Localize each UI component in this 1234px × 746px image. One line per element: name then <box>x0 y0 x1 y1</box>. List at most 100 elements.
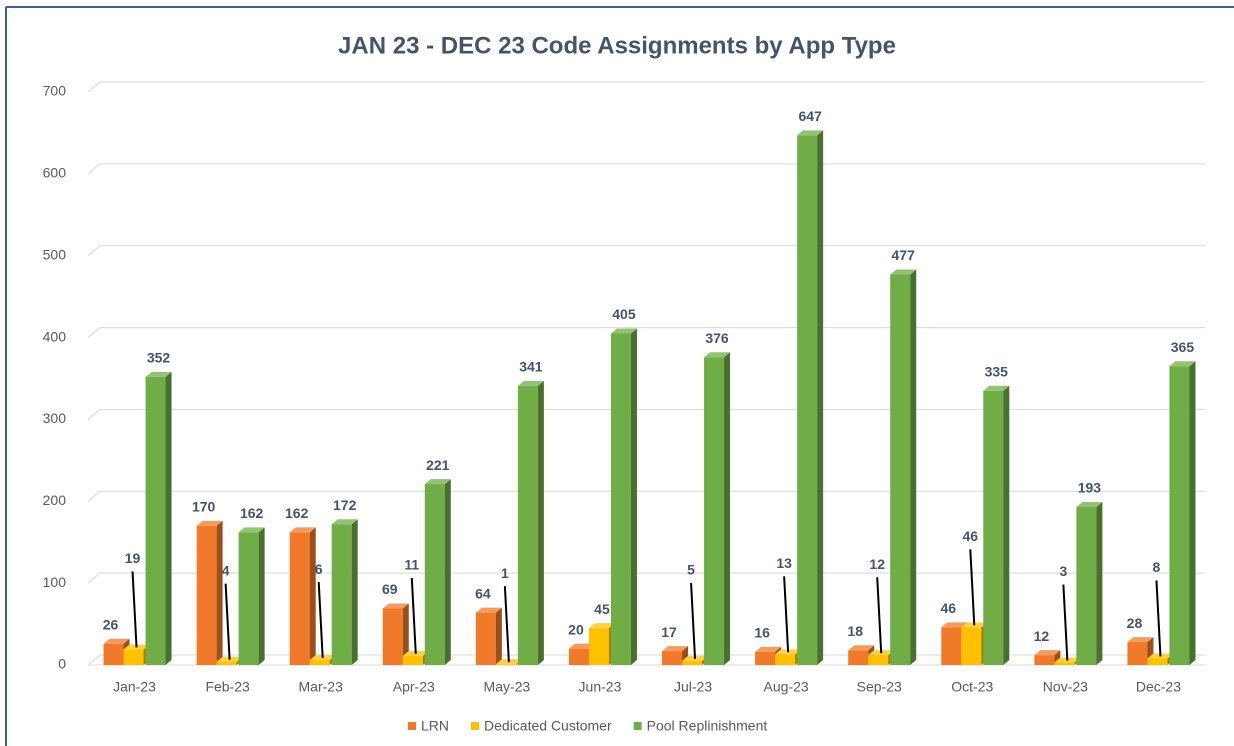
legend-swatch <box>633 722 642 730</box>
bar-face <box>797 135 818 666</box>
bar <box>704 352 731 665</box>
bar-face <box>495 664 516 665</box>
x-tick-label: Nov-23 <box>1043 679 1088 695</box>
bar-face <box>289 527 316 533</box>
bar-face <box>704 352 731 358</box>
value-label: 193 <box>1078 480 1102 496</box>
bar-face <box>941 627 962 665</box>
bar-face <box>1003 385 1010 665</box>
legend-label: Pool Replinishment <box>647 718 768 734</box>
bar-face <box>1034 655 1055 665</box>
bar-face <box>382 608 403 665</box>
bar-face <box>331 524 352 665</box>
bar-face <box>1034 650 1061 656</box>
bar-face <box>610 333 631 665</box>
bar <box>983 385 1010 665</box>
bar-face <box>289 532 310 665</box>
bar-face <box>588 623 615 629</box>
bar-face <box>382 603 409 609</box>
y-tick-label: 700 <box>43 83 67 99</box>
y-tick-label: 600 <box>43 165 67 181</box>
bar-face <box>755 651 776 665</box>
bar <box>475 607 502 665</box>
bar-face <box>216 520 223 665</box>
bar-face <box>424 484 445 665</box>
bar-face <box>475 607 502 613</box>
bar <box>196 520 223 665</box>
bar-face <box>568 643 595 649</box>
bar-face <box>165 371 172 665</box>
bar-face <box>568 648 589 665</box>
bar-face <box>724 352 731 665</box>
bar-face <box>682 660 703 665</box>
value-label: 477 <box>892 247 916 263</box>
grid-line <box>87 408 1205 420</box>
bar-face <box>983 390 1004 665</box>
value-label: 365 <box>1171 339 1195 355</box>
value-label: 64 <box>475 585 491 601</box>
y-tick-label: 500 <box>43 246 67 262</box>
y-tick-label: 100 <box>43 574 67 590</box>
leader-line <box>131 571 138 648</box>
chart-title: JAN 23 - DEC 23 Code Assignments by App … <box>338 32 896 59</box>
value-label: 12 <box>1034 628 1050 644</box>
grid-line <box>87 654 1205 666</box>
bar-face <box>662 651 683 665</box>
legend-label: Dedicated Customer <box>484 718 612 734</box>
bar-face <box>309 527 316 665</box>
grid-line <box>87 163 1205 175</box>
leader-line <box>969 549 976 626</box>
bar-face <box>1054 662 1075 665</box>
x-tick-label: Sep-23 <box>857 679 902 695</box>
bar <box>424 479 451 665</box>
bar-face <box>630 328 637 665</box>
bar-face <box>890 269 917 275</box>
bar-face <box>103 638 130 644</box>
value-label: 45 <box>594 601 610 617</box>
value-label: 8 <box>1153 559 1161 575</box>
leader-line <box>317 582 324 659</box>
leader-line <box>783 576 790 653</box>
bar-face <box>610 328 637 334</box>
leader-line <box>690 582 697 659</box>
value-label: 13 <box>776 555 792 571</box>
grid-line <box>87 81 1205 93</box>
value-label: 19 <box>125 550 141 566</box>
bar <box>890 269 917 665</box>
legend-swatch <box>471 722 480 730</box>
y-tick-label: 0 <box>58 656 66 672</box>
leader-line <box>224 583 231 660</box>
x-tick-label: Apr-23 <box>393 679 435 695</box>
value-label: 11 <box>404 557 419 573</box>
bar <box>1076 502 1103 665</box>
grid-line <box>87 490 1205 502</box>
value-label: 28 <box>1127 615 1143 631</box>
bar <box>238 527 265 665</box>
bar <box>331 519 358 665</box>
bar-face <box>196 520 223 526</box>
bar-face <box>1127 637 1154 643</box>
bar-face <box>424 479 451 485</box>
bar-face <box>797 130 824 136</box>
bar-face <box>216 661 237 665</box>
value-label: 221 <box>426 457 450 473</box>
bar <box>517 380 544 665</box>
y-tick-label: 300 <box>43 410 67 426</box>
bar-face <box>1169 366 1190 665</box>
value-label: 6 <box>315 561 323 577</box>
bar-face <box>331 519 358 525</box>
value-label: 12 <box>869 556 885 572</box>
value-label: 172 <box>333 497 357 513</box>
bar-face <box>910 269 917 665</box>
bar-face <box>238 532 259 665</box>
bar-face <box>588 628 609 665</box>
x-tick-label: Feb-23 <box>205 679 250 695</box>
bar <box>1169 361 1196 665</box>
legend-swatch <box>408 722 416 730</box>
bar-face <box>817 130 824 666</box>
value-label: 16 <box>754 625 770 641</box>
grid-line <box>87 327 1205 338</box>
value-label: 20 <box>568 621 584 637</box>
bar-face <box>704 357 725 665</box>
